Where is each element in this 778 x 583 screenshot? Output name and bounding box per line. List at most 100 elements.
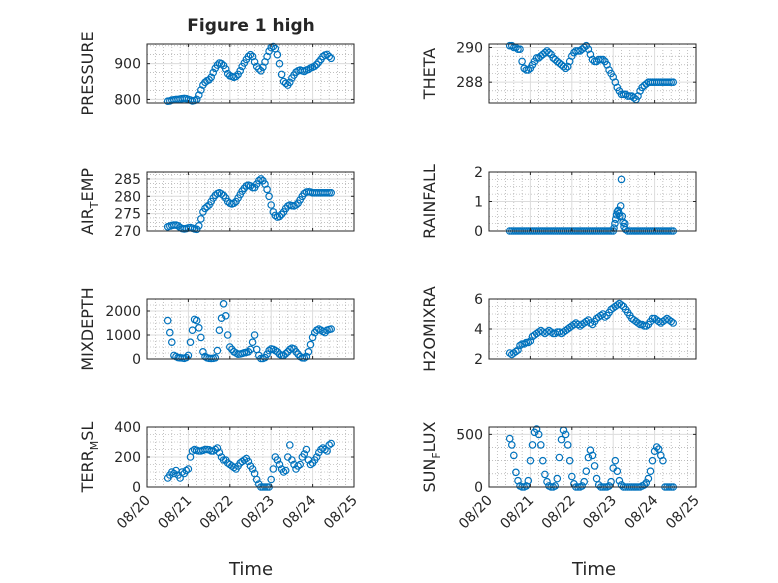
data-point — [230, 199, 238, 208]
data-point — [611, 456, 620, 465]
data-point — [195, 222, 203, 230]
y-axis-label-main: SUN — [420, 459, 439, 493]
y-tick-label: 2000 — [105, 304, 141, 320]
y-axis-label-main: TERR — [78, 450, 97, 493]
data-point — [312, 453, 321, 461]
data-point — [584, 453, 593, 462]
data-point — [665, 78, 673, 87]
data-point — [642, 322, 651, 330]
data-point — [221, 311, 230, 320]
data-point — [617, 175, 626, 184]
data-point — [634, 319, 642, 327]
y-tick-label: 1 — [474, 195, 483, 211]
data-point — [250, 331, 259, 339]
data-point — [640, 481, 649, 489]
data-point — [292, 347, 300, 356]
data-point — [248, 338, 257, 347]
data-point — [219, 191, 228, 200]
data-point — [325, 52, 334, 61]
y-axis-label-tail: EMP — [78, 168, 97, 202]
axes-frame — [146, 43, 355, 104]
data-point — [567, 472, 576, 481]
data-point — [588, 451, 597, 460]
x-tick-label: 08/24 — [622, 492, 662, 532]
data-point — [219, 299, 228, 308]
data-point — [516, 341, 524, 350]
data-point — [605, 482, 613, 490]
data-point — [323, 50, 331, 59]
data-point — [186, 338, 195, 347]
data-point — [532, 54, 541, 62]
data-point — [221, 65, 230, 73]
data-point — [267, 201, 276, 209]
data-point — [545, 48, 553, 57]
data-point — [217, 59, 226, 68]
data-point — [611, 219, 619, 228]
y-tick-label: 280 — [114, 189, 141, 205]
data-point — [197, 333, 205, 342]
y-axis-label-main: H2OMIXRA — [420, 286, 439, 372]
subplot-1: 800 900 PRESSURE — [78, 31, 355, 116]
data-point — [306, 340, 315, 349]
data-point — [538, 456, 547, 465]
data-point — [223, 331, 232, 339]
data-point — [669, 319, 678, 327]
data-point — [188, 326, 197, 335]
data-point — [254, 65, 263, 73]
data-point — [652, 443, 661, 451]
data-point — [582, 467, 591, 476]
data-point — [561, 64, 570, 73]
data-point — [648, 456, 657, 465]
x-tick-label: 08/25 — [321, 493, 361, 533]
data-point — [250, 58, 259, 66]
subplot-8: 0 500 08/20 08/21 08/22 08/23 08/24 08/25 SUNFLU… — [420, 421, 703, 532]
data-point — [526, 456, 535, 465]
data-point — [650, 447, 659, 456]
data-point — [254, 176, 263, 185]
data-point — [215, 326, 224, 335]
data-point — [327, 325, 336, 333]
y-tick-label: 275 — [114, 207, 141, 223]
x-axis-label-left: Time — [228, 559, 273, 580]
data-point — [667, 317, 676, 326]
y-tick-label: 0 — [474, 224, 483, 240]
data-point — [512, 468, 520, 477]
data-point — [252, 475, 261, 484]
subplot-5: 0 1000 2000 MIXDEPTH — [78, 287, 355, 371]
data-point — [586, 319, 595, 327]
data-point — [507, 441, 516, 449]
data-point — [248, 465, 257, 473]
data-point — [197, 215, 205, 223]
data-point — [524, 476, 533, 485]
data-point — [514, 346, 522, 354]
data-point — [518, 57, 526, 66]
data-point — [168, 338, 176, 347]
data-point — [215, 448, 224, 457]
y-tick-label: 200 — [114, 450, 141, 466]
data-point — [512, 347, 520, 356]
y-axis-label-tail: LUX — [420, 421, 439, 452]
data-point — [509, 451, 518, 460]
data-point — [559, 62, 568, 71]
data-point — [642, 478, 651, 487]
y-tick-label: 2 — [474, 352, 483, 368]
y-axis-label: PRESSURE — [78, 31, 97, 115]
axes-frame — [146, 171, 355, 232]
data-point — [275, 460, 284, 469]
axes-frame — [146, 298, 355, 360]
data-point — [217, 190, 226, 198]
y-axis-label-main: MIXDEPTH — [78, 287, 97, 370]
x-tick-label: 08/20 — [456, 493, 496, 533]
data-point — [230, 463, 238, 472]
data-point — [211, 353, 220, 362]
data-point — [184, 465, 193, 473]
data-point — [551, 482, 560, 490]
data-point — [601, 313, 609, 321]
data-point — [300, 450, 309, 458]
data-point — [213, 444, 222, 452]
data-point — [507, 41, 516, 50]
data-point — [615, 476, 624, 485]
subplot-6: 2 4 6 H2OMIXRA — [420, 286, 697, 372]
data-point — [168, 468, 176, 476]
data-point — [582, 317, 591, 326]
